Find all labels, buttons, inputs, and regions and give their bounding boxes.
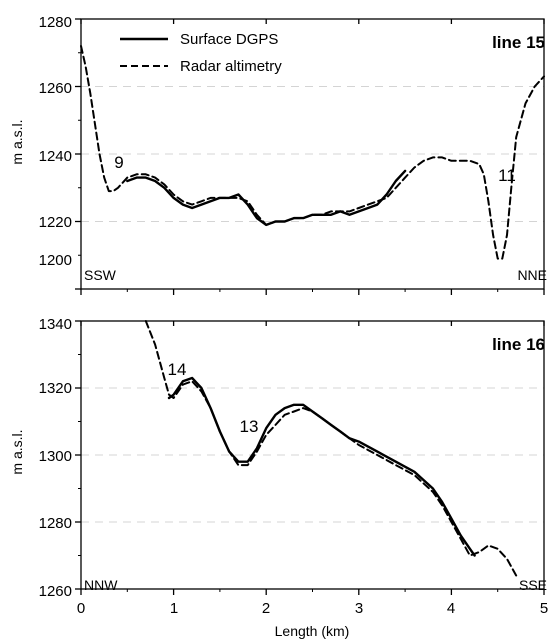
y-tick-label: 1200 <box>39 252 72 269</box>
y-tick-label: 1300 <box>39 448 72 465</box>
legend-label: Surface DGPS <box>180 31 278 48</box>
x-tick-label: 1 <box>170 600 178 617</box>
y-tick-label: 1280 <box>39 14 72 31</box>
x-tick-label: 3 <box>355 600 363 617</box>
annotation-label: 11 <box>498 166 516 185</box>
annotation-label: 13 <box>240 417 259 436</box>
panel-line-16: 1260 1280 1300 1320 1340 0 1 2 3 4 5 m a… <box>9 316 548 639</box>
series-line-solid <box>126 169 407 227</box>
y-tick-label: 1260 <box>39 583 72 600</box>
direction-label-right: NNE <box>517 267 547 283</box>
series-line-dashed <box>144 320 518 577</box>
series-line-solid <box>167 376 476 557</box>
y-tick-label: 1260 <box>39 80 72 97</box>
x-tick-label: 5 <box>540 600 548 617</box>
y-tick-label: 1220 <box>39 214 72 231</box>
y-tick-label: 1320 <box>39 380 72 397</box>
x-tick-label: 0 <box>77 600 85 617</box>
x-tick-label: 2 <box>262 600 270 617</box>
y-axis-title: m a.s.l. <box>9 429 25 474</box>
y-axis-title: m a.s.l. <box>9 119 25 164</box>
annotation-label: 14 <box>168 360 187 379</box>
y-tick-label: 1240 <box>39 148 72 165</box>
panel-line-15: 1200 1220 1240 1260 1280 m a.s.l. line 1… <box>9 14 547 295</box>
x-tick-label: 4 <box>447 600 455 617</box>
panel-title: line 15 <box>492 33 545 52</box>
panel-title: line 16 <box>492 335 545 354</box>
series-line-dashed <box>80 45 545 260</box>
direction-label-right: SSE <box>519 577 547 593</box>
y-tick-label: 1340 <box>39 316 72 333</box>
x-axis-title: Length (km) <box>275 623 350 639</box>
direction-label-left: SSW <box>84 267 117 283</box>
direction-label-left: NNW <box>84 577 118 593</box>
legend-label: Radar altimetry <box>180 58 282 75</box>
annotation-label: 9 <box>114 153 123 172</box>
y-tick-label: 1280 <box>39 515 72 532</box>
